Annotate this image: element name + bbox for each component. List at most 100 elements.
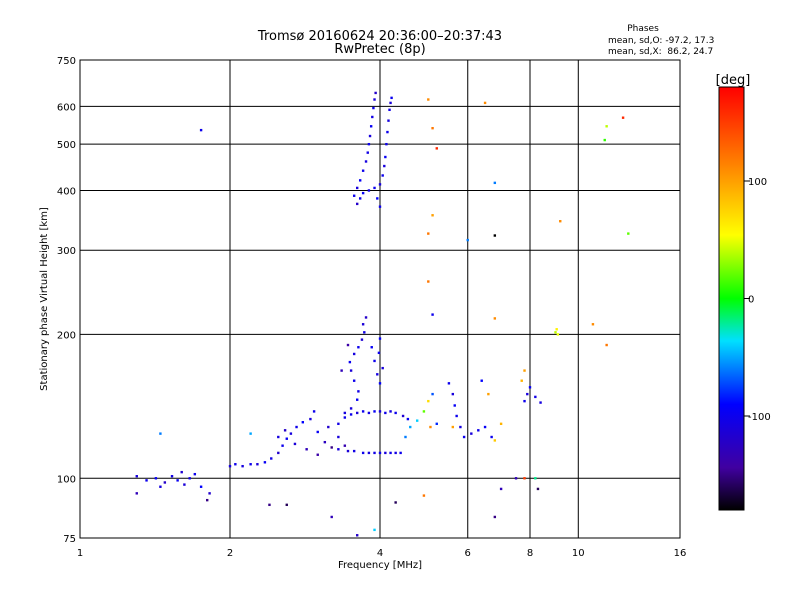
data-point <box>352 352 356 356</box>
data-point <box>193 472 197 476</box>
data-point <box>376 373 379 376</box>
x-tick-label: 10 <box>572 548 585 559</box>
data-point <box>364 160 368 163</box>
data-point <box>523 399 526 403</box>
data-point <box>431 392 434 396</box>
data-point <box>358 197 362 200</box>
data-point <box>205 498 209 502</box>
data-point <box>309 417 312 421</box>
data-point <box>523 477 526 480</box>
data-point <box>159 485 162 488</box>
x-tick-label: 4 <box>377 548 383 559</box>
y-tick-label: 400 <box>57 186 76 197</box>
data-point <box>415 419 419 422</box>
data-point <box>337 435 340 439</box>
data-point <box>355 534 359 537</box>
data-point <box>346 343 350 347</box>
data-point <box>352 194 356 197</box>
data-point <box>270 457 273 460</box>
data-point <box>361 323 365 326</box>
data-point <box>470 432 473 435</box>
data-point <box>349 413 353 416</box>
data-point <box>343 444 347 447</box>
y-tick-label: 200 <box>57 330 76 341</box>
data-point <box>370 346 373 349</box>
data-point <box>555 328 558 331</box>
x-tick-label: 1 <box>77 548 83 559</box>
x-tick-label: 8 <box>527 548 533 559</box>
y-tick-label: 500 <box>57 140 76 151</box>
data-point <box>295 425 298 429</box>
data-point <box>289 432 293 435</box>
data-point <box>381 366 384 370</box>
data-point <box>176 479 179 482</box>
data-point <box>621 116 625 119</box>
data-point <box>493 317 497 320</box>
data-point <box>312 410 316 413</box>
data-point <box>355 202 359 206</box>
data-point <box>499 487 503 491</box>
y-tick-label: 75 <box>63 534 76 545</box>
data-point <box>249 432 252 435</box>
data-point <box>466 238 469 242</box>
data-point <box>559 220 562 223</box>
data-point <box>431 313 434 316</box>
x-axis-ticks: 1 2 4 6 8 10 16 <box>77 548 687 559</box>
data-point <box>387 119 390 122</box>
data-point <box>493 181 497 185</box>
data-point <box>431 126 434 130</box>
data-point <box>386 130 389 134</box>
data-point <box>490 435 493 439</box>
data-point <box>368 134 372 138</box>
data-point <box>355 398 359 401</box>
data-points <box>135 91 630 537</box>
y-tick-label: 600 <box>57 102 76 113</box>
data-point <box>373 359 376 363</box>
data-point <box>394 501 397 504</box>
data-point <box>384 411 387 415</box>
data-point <box>381 174 384 177</box>
data-point <box>459 425 462 429</box>
data-point <box>163 481 167 484</box>
chart-title: Tromsø 20160624 20:36:00–20:37:43 <box>257 29 502 44</box>
data-point <box>528 386 532 389</box>
data-point <box>352 379 356 382</box>
data-point <box>349 407 353 410</box>
data-point <box>447 382 451 385</box>
data-point <box>199 128 203 132</box>
data-point <box>409 425 412 429</box>
data-point <box>477 429 480 432</box>
colorbar-tick-label: -100 <box>748 412 771 423</box>
data-point <box>135 475 138 478</box>
data-point <box>366 151 369 154</box>
data-point <box>301 421 305 424</box>
y-tick-label: 300 <box>57 246 76 257</box>
data-point <box>373 186 376 190</box>
data-point <box>373 451 376 455</box>
data-point <box>363 331 366 334</box>
data-point <box>285 503 288 507</box>
data-point <box>346 449 350 453</box>
data-point <box>228 464 232 468</box>
data-point <box>340 369 343 372</box>
data-point <box>383 164 386 168</box>
data-point <box>364 316 368 319</box>
data-point <box>462 435 466 439</box>
y-axis-label: Stationary phase Virtual Height [km] <box>39 207 50 391</box>
data-point <box>373 528 376 532</box>
data-point <box>493 234 497 237</box>
data-point <box>159 432 162 435</box>
data-point <box>520 379 523 382</box>
data-point <box>283 429 287 432</box>
data-point <box>316 453 319 456</box>
data-point <box>389 451 392 455</box>
data-point <box>361 410 365 413</box>
data-point <box>394 411 397 415</box>
data-point <box>483 425 487 429</box>
data-point <box>323 440 327 444</box>
colorbar-ticks: 100 0 -100 <box>744 177 771 423</box>
data-point <box>357 390 360 393</box>
data-point <box>373 410 376 413</box>
data-point <box>404 435 407 439</box>
